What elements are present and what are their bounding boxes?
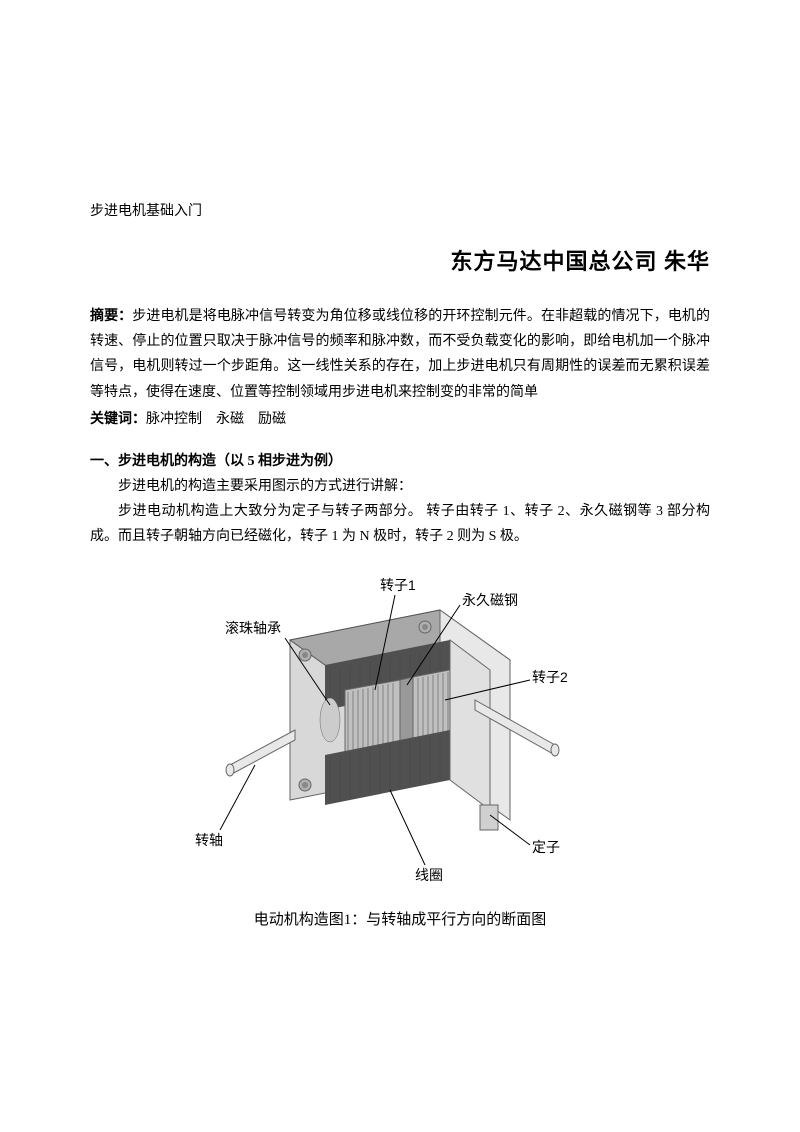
abstract-paragraph: 摘要：步进电机是将电脉冲信号转变为角位移或线位移的开环控制元件。在非超载的情况下… — [90, 304, 710, 405]
keywords-line: 关键词：脉冲控制 永磁 励磁 — [90, 407, 710, 432]
keywords-text: 脉冲控制 永磁 励磁 — [146, 412, 286, 427]
screw-inner-icon — [302, 652, 308, 658]
connector — [480, 805, 498, 830]
screw-inner-icon — [422, 624, 428, 630]
label-ball-bearing: 滚珠轴承 — [225, 620, 281, 636]
section-1-p2: 步进电动机构造上大致分为定子与转子两部分。 转子由转子 1、转子 2、永久磁钢等… — [90, 499, 710, 549]
label-shaft: 转轴 — [195, 832, 223, 848]
section-1-p1: 步进电机的构造主要采用图示的方式进行讲解： — [90, 474, 710, 499]
screw-inner-icon — [302, 782, 308, 788]
keywords-label: 关键词： — [90, 412, 146, 427]
label-rotor1: 转子1 — [380, 577, 416, 593]
label-stator: 定子 — [532, 839, 560, 855]
shaft-end-right — [551, 744, 559, 756]
shaft-end-left — [226, 764, 234, 776]
diagram-caption: 电动机构造图1：与转轴成平行方向的断面图 — [254, 908, 547, 929]
cutaway-edge — [450, 640, 490, 810]
section-1-heading: 一、步进电机的构造（以 5 相步进为例） — [90, 450, 710, 470]
main-title: 东方马达中国总公司 朱华 — [90, 244, 710, 276]
label-coil: 线圈 — [415, 867, 443, 883]
subtitle: 步进电机基础入门 — [90, 200, 710, 220]
permanent-magnet — [400, 677, 413, 745]
motor-diagram-svg: 转子1 永久磁钢 转子2 滚珠轴承 转轴 线圈 定子 — [170, 570, 630, 900]
abstract-label: 摘要： — [90, 309, 132, 324]
label-permanent-magnet: 永久磁钢 — [462, 592, 518, 608]
label-rotor2: 转子2 — [532, 669, 568, 685]
abstract-text: 步进电机是将电脉冲信号转变为角位移或线位移的开环控制元件。在非超载的情况下，电机… — [90, 309, 710, 400]
motor-diagram-container: 转子1 永久磁钢 转子2 滚珠轴承 转轴 线圈 定子 电动机构造图1：与转轴成平… — [90, 570, 710, 929]
shaft-left — [230, 730, 295, 775]
